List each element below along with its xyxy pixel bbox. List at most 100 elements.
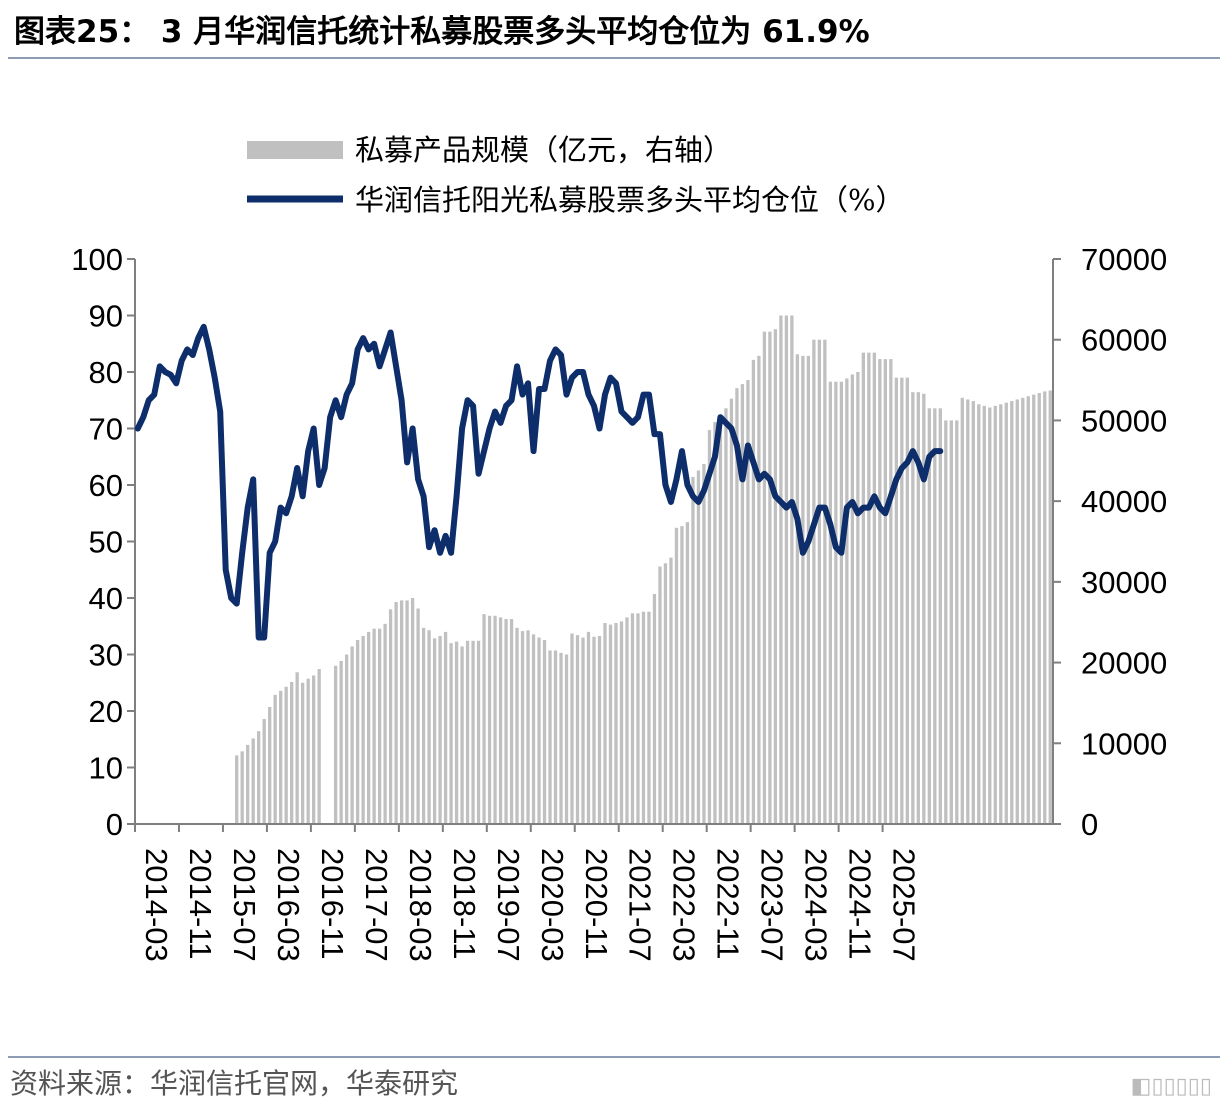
bar [603,623,607,824]
right-tick-label: 50000 [1081,403,1167,438]
bar [290,681,294,824]
bar [894,377,898,824]
bar [889,359,893,824]
bar [377,628,382,824]
bar [548,650,552,824]
bar [597,635,602,824]
bar [1026,396,1030,824]
x-tick-label: 2022-11 [711,848,746,959]
bar [702,464,706,824]
bar [559,652,563,824]
bar [872,352,876,824]
bar [427,630,431,824]
x-tick-label: 2019-07 [491,848,526,962]
right-tick-label: 60000 [1081,323,1167,358]
bar [542,639,547,824]
bar [922,393,926,824]
bar [383,623,387,824]
x-tick-label: 2018-03 [403,848,438,962]
bar [526,630,530,824]
bar [674,527,679,824]
bar [493,615,497,824]
bar [768,331,772,824]
x-tick-label: 2015-07 [227,848,262,962]
bar [861,352,865,824]
right-tick-label: 20000 [1081,646,1167,681]
bar [916,392,920,824]
bar [235,755,239,824]
bar [883,359,887,824]
bar [724,408,728,824]
bar [927,408,931,824]
bar [1037,392,1041,824]
axes-group: 0 10 20 30 40 50 60 70 80 90 100 0 10000 20000 30000 40… [71,242,1167,962]
bar [625,617,629,824]
title-divider [8,57,1220,59]
bar [317,669,321,824]
bar [773,329,778,824]
bar [498,617,503,824]
bar [801,355,805,824]
legend-bar-swatch [247,141,343,159]
bar [240,751,244,824]
bar [333,665,338,824]
bar [284,686,288,824]
bar [504,618,508,824]
line-series-group [134,323,944,641]
bar [751,359,756,824]
watermark-logo-icon: ◧▯▯▯▯▯ [1130,1074,1212,1099]
left-tick-label: 10 [89,751,123,786]
bar [1010,401,1014,824]
left-tick-label: 0 [106,807,123,842]
bar [515,627,519,824]
bar [944,420,948,824]
bar [636,613,640,824]
bar [828,381,833,824]
position-line [134,323,944,641]
bar [735,388,739,824]
x-tick-label: 2024-11 [843,848,878,959]
legend-bar-label: 私募产品规模（亿元，右轴） [355,133,732,167]
bar [257,731,261,824]
bar [465,640,470,824]
bar [449,643,453,824]
bar [432,638,437,824]
bar [691,476,695,824]
bar [487,615,492,824]
bar [471,640,475,824]
x-tick-label: 2020-03 [535,848,570,962]
bar [900,377,904,824]
bar [344,654,349,824]
bar [680,526,684,824]
bar [553,650,558,824]
bar [355,639,360,824]
bar [966,399,970,824]
legend-line-label: 华润信托阳光私募股票多头平均仓位（%） [355,183,905,217]
bar [850,374,855,824]
x-tick-label: 2022-03 [667,848,702,962]
bar [779,315,783,824]
bar [575,635,580,824]
bar [685,522,690,824]
bar [421,627,426,824]
bar [460,646,464,824]
bar [306,678,310,824]
bar [531,634,536,824]
bar [790,315,794,824]
bar [279,690,283,824]
left-tick-label: 90 [89,299,123,334]
bar [268,706,272,824]
left-tick-label: 30 [89,638,123,673]
bar [251,738,255,824]
source-note: 资料来源：华润信托官网，华泰研究 [10,1067,459,1100]
bar [608,624,613,824]
bar [823,339,827,824]
bar [911,392,915,824]
bar [658,566,662,824]
bar [454,641,459,824]
x-tick-label: 2017-07 [359,848,394,962]
bar [537,637,541,824]
x-tick-label: 2020-11 [579,848,614,959]
bar [784,315,789,824]
left-tick-label: 100 [71,242,123,277]
